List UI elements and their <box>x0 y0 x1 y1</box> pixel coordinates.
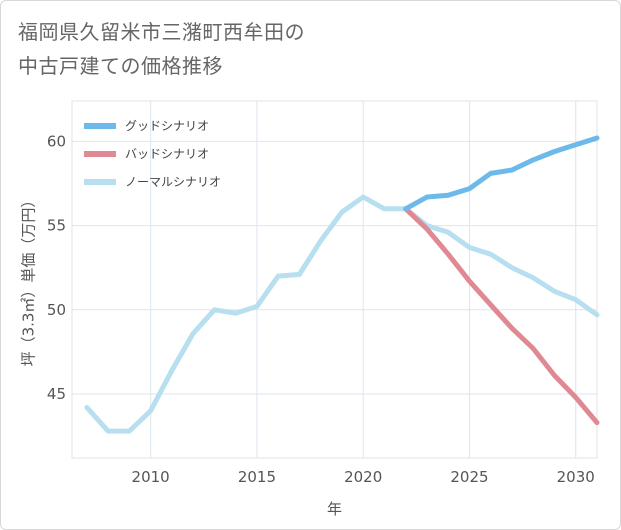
bad-scenario-legend-label: バッドシナリオ <box>125 147 209 161</box>
x-tick-label: 2015 <box>238 468 276 486</box>
good-scenario-legend-label: グッドシナリオ <box>125 119 209 133</box>
y-axis-label: 坪（3.3㎡）単価（万円） <box>20 193 38 367</box>
chart-title-line1: 福岡県久留米市三潴町西牟田の <box>18 20 305 44</box>
normal-scenario-line <box>84 194 600 434</box>
x-tick-label: 2030 <box>557 468 595 486</box>
y-tick-label: 45 <box>47 385 66 403</box>
x-axis-label: 年 <box>327 500 342 518</box>
x-tick-label: 2025 <box>450 468 488 486</box>
y-tick-label: 55 <box>47 217 66 235</box>
normal-scenario-legend-label: ノーマルシナリオ <box>125 175 221 189</box>
series-lines <box>84 135 600 434</box>
plot-area <box>71 100 598 459</box>
x-tick-label: 2010 <box>132 468 170 486</box>
y-tick-label: 60 <box>47 132 66 150</box>
x-tick-label: 2020 <box>344 468 382 486</box>
chart-title: 福岡県久留米市三潴町西牟田の 中古戸建ての価格推移 <box>18 15 578 83</box>
bad-scenario-line <box>403 206 600 426</box>
y-tick-label: 50 <box>47 301 66 319</box>
chart-title-line2: 中古戸建ての価格推移 <box>18 54 223 78</box>
good-scenario-line <box>403 135 600 212</box>
tick-labels: 2010 2015 2020 2025 2030 45 50 55 60 <box>47 132 595 486</box>
